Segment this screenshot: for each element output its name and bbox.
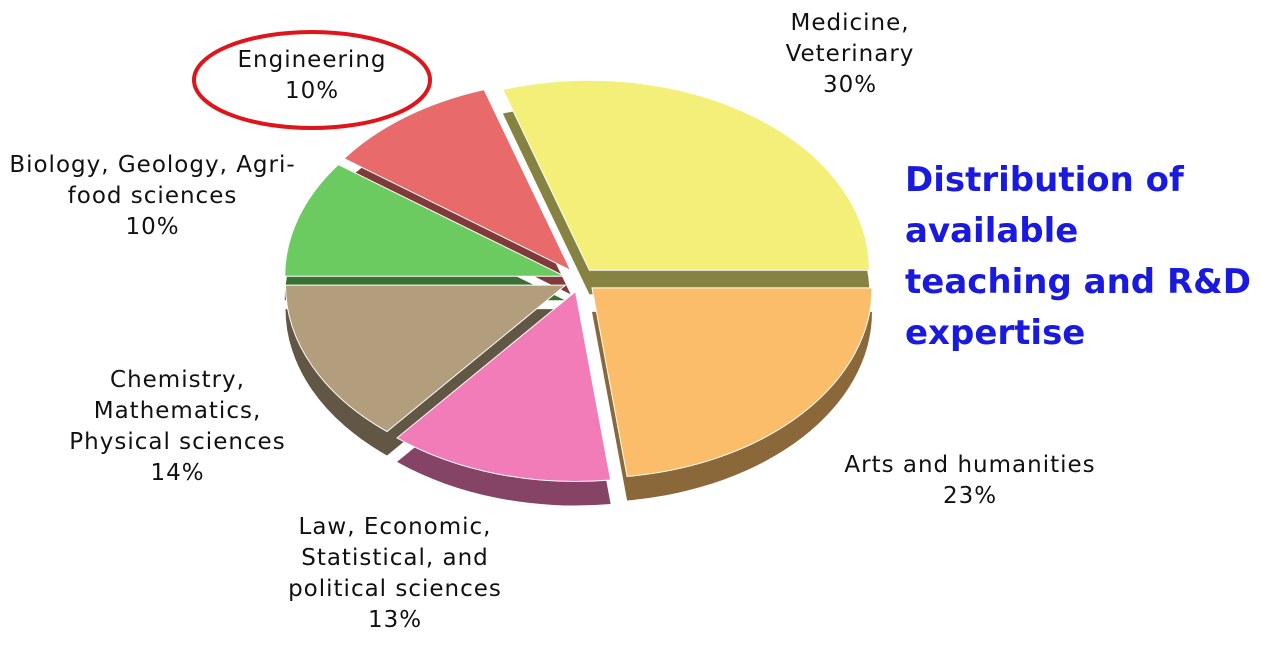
chart-title: Distribution of available teaching and R…: [905, 160, 1252, 353]
slice: [343, 89, 572, 272]
category-label: Medicine, Veterinary: [785, 10, 915, 67]
value-label: 13%: [367, 607, 423, 633]
slice: [502, 79, 870, 271]
category-label: Arts and humanities: [844, 452, 1096, 478]
slice-label: Law, Economic, Statistical, and politica…: [260, 512, 530, 636]
slice-label: Engineering 10%: [212, 45, 412, 107]
slice-label: Biology, Geology, Agri-food sciences 10%: [5, 150, 300, 243]
slice: [284, 164, 566, 277]
category-label: Chemistry, Mathematics, Physical science…: [69, 367, 286, 455]
category-label: Biology, Geology, Agri-food sciences: [9, 152, 296, 209]
category-label: Law, Economic, Statistical, and politica…: [288, 514, 502, 602]
value-label: 10%: [125, 214, 180, 240]
slice-label: Arts and humanities 23%: [800, 450, 1140, 512]
value-label: 10%: [284, 78, 340, 104]
highlight-ellipse: [192, 30, 432, 130]
slice-label: Chemistry, Mathematics, Physical science…: [40, 365, 315, 489]
value-label: 14%: [150, 460, 205, 486]
value-label: 23%: [942, 483, 998, 509]
category-label: Engineering: [237, 47, 387, 73]
slice-label: Medicine, Veterinary 30%: [760, 8, 940, 101]
slice: [285, 284, 567, 433]
value-label: 30%: [822, 72, 878, 98]
slice: [396, 290, 612, 482]
slice: [591, 287, 873, 477]
